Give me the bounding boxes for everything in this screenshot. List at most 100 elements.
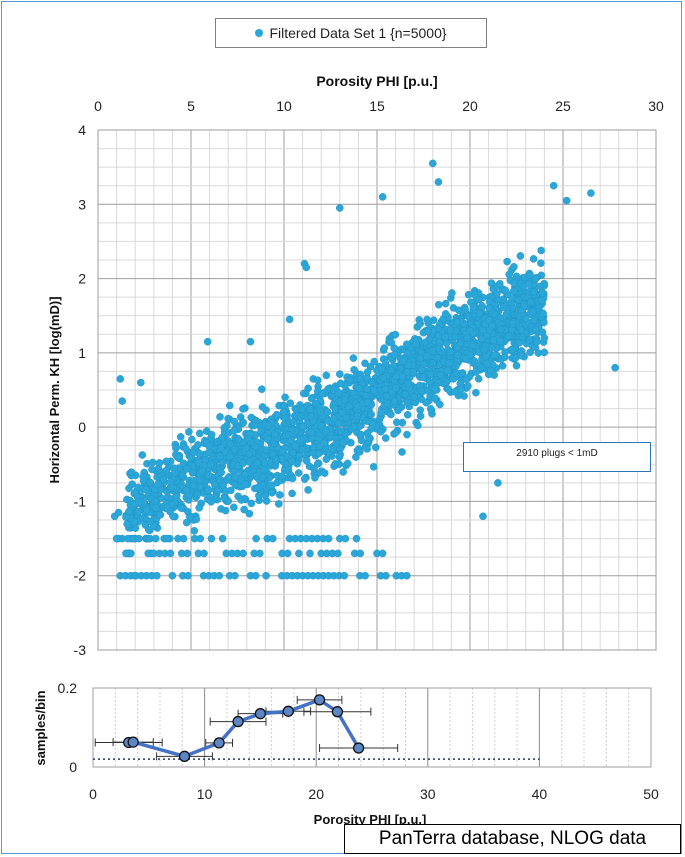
data-point	[510, 279, 518, 288]
data-point	[220, 423, 229, 432]
data-point	[239, 459, 247, 468]
x-tick-label: 0	[89, 786, 97, 802]
data-point	[444, 359, 453, 368]
data-point	[363, 384, 371, 393]
plot-border	[97, 129, 657, 651]
data-point	[284, 430, 293, 439]
data-point	[392, 384, 401, 392]
data-point	[425, 377, 434, 386]
data-point	[363, 445, 371, 453]
data-point	[207, 497, 215, 506]
data-point	[177, 504, 186, 512]
data-point	[538, 289, 547, 297]
data-point	[272, 455, 280, 464]
data-point	[380, 344, 389, 352]
data-point	[367, 410, 376, 419]
data-point	[377, 365, 386, 373]
data-point	[611, 363, 619, 372]
data-point	[322, 371, 331, 380]
data-point	[417, 387, 426, 395]
data-point	[185, 428, 193, 436]
data-point	[510, 262, 518, 271]
chart-legend: Filtered Data Set 1 {n=5000}	[215, 18, 487, 48]
data-point	[349, 354, 358, 362]
scatter-y-axis-label: Horizontal Perm. KH [log(mD)]	[47, 296, 62, 483]
data-point	[522, 314, 530, 323]
source-caption-text: PanTerra database, NLOG data	[378, 828, 647, 849]
x-tick-label: 20	[308, 786, 324, 802]
data-point	[330, 414, 338, 423]
data-point	[162, 457, 171, 466]
data-point	[362, 391, 370, 400]
data-point	[356, 447, 364, 456]
y-tick-label: -2	[74, 568, 87, 584]
data-point	[207, 430, 216, 439]
data-point	[195, 429, 204, 438]
data-point	[394, 406, 402, 415]
data-point	[323, 408, 332, 416]
source-caption: PanTerra database, NLOG data	[344, 824, 681, 854]
data-point	[537, 296, 546, 305]
data-point	[464, 382, 472, 390]
data-point	[453, 351, 462, 360]
data-point	[275, 491, 284, 499]
data-point	[313, 376, 322, 385]
data-point	[402, 340, 411, 349]
data-point	[298, 445, 307, 454]
data-point	[444, 385, 453, 393]
data-point	[297, 405, 306, 414]
data-point	[194, 458, 202, 467]
data-point	[255, 491, 263, 500]
data-point	[307, 412, 315, 420]
data-point	[345, 402, 354, 411]
data-point	[300, 475, 309, 483]
data-point	[357, 430, 365, 439]
data-point	[428, 359, 437, 368]
data-point	[340, 571, 349, 580]
data-point	[243, 434, 252, 443]
data-point	[456, 385, 465, 394]
data-point	[138, 451, 147, 459]
data-point	[205, 442, 213, 451]
data-point	[587, 189, 595, 197]
data-point	[428, 347, 437, 356]
data-point	[340, 396, 349, 404]
data-point	[516, 252, 525, 260]
data-point	[166, 478, 175, 486]
data-point	[363, 368, 372, 376]
data-point	[481, 352, 490, 361]
data-point	[182, 518, 191, 527]
data-point	[469, 303, 478, 311]
data-point	[255, 549, 264, 558]
data-point	[252, 471, 261, 480]
data-point	[503, 257, 511, 266]
data-point	[263, 435, 272, 444]
data-point	[391, 330, 400, 339]
histogram-axes: 0 10 20 30 40 50 0 0.2	[58, 680, 659, 802]
x-tick-label: 10	[276, 98, 292, 114]
data-point	[371, 443, 380, 452]
data-point	[390, 397, 399, 405]
series-marker	[313, 694, 326, 706]
data-point	[174, 452, 183, 461]
series-marker	[178, 750, 191, 762]
data-point	[322, 455, 331, 464]
data-point	[526, 271, 535, 280]
data-point	[498, 362, 507, 370]
legend-marker-icon	[255, 29, 264, 37]
data-point	[221, 506, 230, 515]
data-point	[368, 378, 376, 387]
x-tick-label: 15	[369, 98, 385, 114]
scatter-points	[110, 159, 619, 580]
data-point	[260, 465, 268, 474]
data-point	[526, 348, 535, 357]
data-point	[134, 507, 143, 516]
data-point	[336, 450, 345, 459]
data-point	[122, 549, 130, 558]
data-point	[531, 325, 540, 333]
series-marker	[254, 708, 267, 720]
data-point	[250, 421, 259, 430]
data-point	[416, 319, 425, 328]
data-point	[491, 351, 499, 359]
